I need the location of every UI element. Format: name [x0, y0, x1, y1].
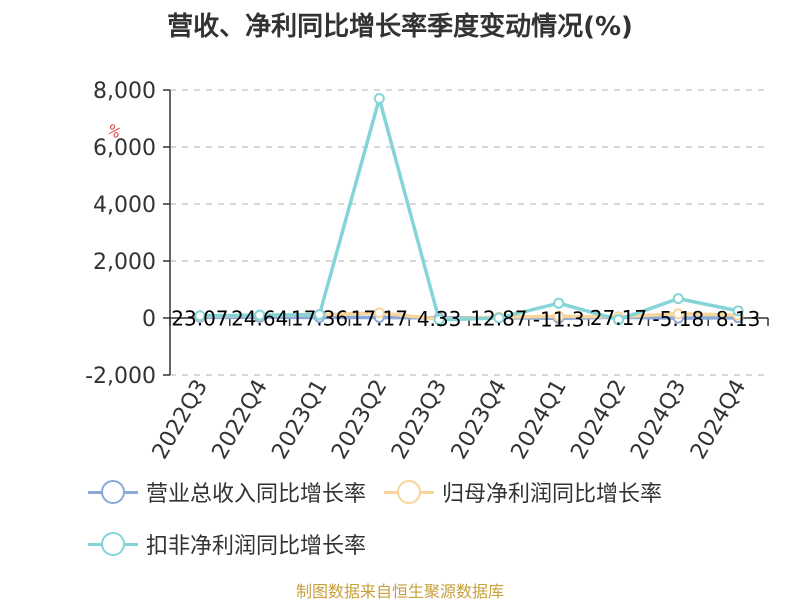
legend: 营业总收入同比增长率 归母净利润同比增长率扣非净利润同比增长率: [88, 474, 768, 578]
data-point: [493, 312, 505, 324]
data-point: [373, 307, 385, 319]
x-tick-label: 2024Q2: [566, 376, 631, 464]
y-tick-label: 6,000: [93, 136, 156, 161]
y-tick-label: 8,000: [93, 79, 156, 104]
grid-lines: [170, 89, 768, 376]
data-labels: 23.07 24.64 17.36 17.17 4.33 12.87 -11.3 27.17-…: [171, 306, 760, 331]
data-point: [672, 308, 684, 320]
legend-item[interactable]: 营业总收入同比增长率: [88, 474, 366, 510]
data-point: [314, 309, 325, 321]
data-label: 27.17: [590, 306, 647, 330]
x-tick-label: 2022Q3: [148, 376, 213, 464]
legend-swatch-icon: [88, 532, 138, 556]
data-point: [613, 314, 624, 326]
y-tick-label: 4,000: [93, 193, 156, 218]
data-point: [672, 293, 684, 305]
x-tick-label: 2023Q4: [447, 376, 512, 464]
data-label: 12.87: [470, 307, 527, 331]
y-tick-label: -2,000: [85, 364, 156, 389]
legend-item[interactable]: 归母净利润同比增长率: [384, 474, 662, 510]
data-point: [373, 93, 385, 105]
data-point: [732, 305, 744, 317]
x-tick-label: 2023Q3: [387, 375, 452, 463]
data-label: 23.07: [171, 306, 228, 330]
legend-label: 扣非净利润同比增长率: [146, 534, 367, 559]
series-lines: [194, 93, 744, 326]
data-label: 24.64: [231, 306, 288, 330]
legend-swatch-icon: [384, 480, 435, 504]
data-point: [553, 297, 565, 309]
x-tick-label: 2023Q2: [327, 376, 392, 464]
legend-item[interactable]: 扣非净利润同比增长率: [88, 526, 366, 562]
data-label: 4.33: [417, 307, 462, 331]
data-label: 17.36: [291, 307, 348, 331]
data-label: -5.18: [652, 307, 704, 331]
data-label: 17.17: [351, 307, 408, 331]
series-line: [199, 96, 739, 322]
data-label: -11.3: [533, 307, 585, 331]
x-tick-label: 2023Q1: [267, 376, 332, 464]
x-tick-label: 2024Q1: [507, 376, 572, 464]
legend-swatch-icon: [88, 480, 138, 504]
data-point: [194, 310, 206, 322]
data-point: [433, 314, 445, 326]
legend-label: 归母净利润同比增长率: [442, 482, 663, 507]
y-tick-label: 0: [142, 307, 156, 332]
legend-label: 营业总收入同比增长率: [146, 482, 367, 507]
data-point: [553, 310, 565, 322]
data-label: 8.13: [716, 307, 761, 331]
x-tick-label: 2024Q3: [626, 376, 691, 464]
chart-title: 营收、净利同比增长率季度变动情况(%): [167, 12, 633, 42]
data-point: [254, 309, 266, 321]
source-note: 制图数据来自恒生聚源数据库: [295, 582, 504, 601]
x-tick-label: 2024Q4: [686, 376, 751, 464]
y-tick-label: 2,000: [93, 250, 156, 275]
x-tick-label: 2022Q4: [208, 376, 273, 464]
